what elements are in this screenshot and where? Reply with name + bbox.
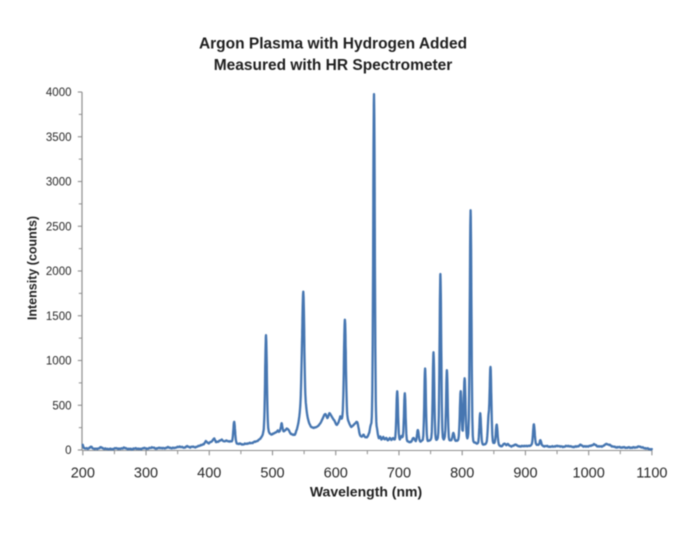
svg-text:3500: 3500	[46, 132, 72, 144]
svg-text:1000: 1000	[46, 356, 72, 368]
svg-text:Intensity (counts): Intensity (counts)	[26, 216, 40, 320]
svg-text:1100: 1100	[636, 466, 667, 482]
svg-text:500: 500	[260, 466, 284, 482]
svg-text:2000: 2000	[46, 266, 72, 278]
svg-text:900: 900	[513, 466, 537, 482]
svg-text:1500: 1500	[46, 311, 72, 323]
svg-text:4000: 4000	[46, 87, 72, 99]
svg-text:500: 500	[52, 400, 71, 412]
svg-text:600: 600	[324, 466, 348, 482]
svg-text:2500: 2500	[46, 221, 72, 233]
svg-text:800: 800	[450, 466, 474, 482]
svg-text:700: 700	[387, 466, 411, 482]
svg-text:200: 200	[71, 466, 95, 482]
svg-text:300: 300	[134, 466, 158, 482]
svg-text:Wavelength (nm): Wavelength (nm)	[310, 484, 422, 500]
svg-text:0: 0	[65, 445, 71, 457]
svg-text:Measured with HR Spectrometer: Measured with HR Spectrometer	[214, 57, 453, 74]
svg-text:3000: 3000	[46, 177, 72, 189]
svg-text:1000: 1000	[573, 466, 605, 482]
svg-text:400: 400	[197, 466, 221, 482]
svg-text:Argon Plasma with Hydrogen Add: Argon Plasma with Hydrogen Added	[199, 36, 467, 53]
